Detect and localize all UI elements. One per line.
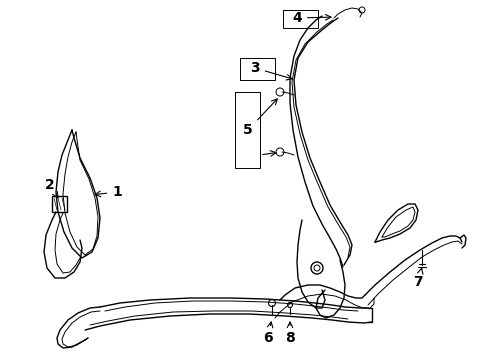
Text: 7: 7: [412, 268, 422, 289]
Text: 6: 6: [263, 322, 272, 345]
Text: 8: 8: [285, 322, 294, 345]
Text: 3: 3: [250, 61, 291, 80]
Text: 5: 5: [243, 99, 277, 137]
Text: 4: 4: [291, 11, 330, 25]
Text: 1: 1: [95, 185, 122, 199]
Text: 2: 2: [45, 178, 58, 198]
Bar: [52, 196, 67, 212]
